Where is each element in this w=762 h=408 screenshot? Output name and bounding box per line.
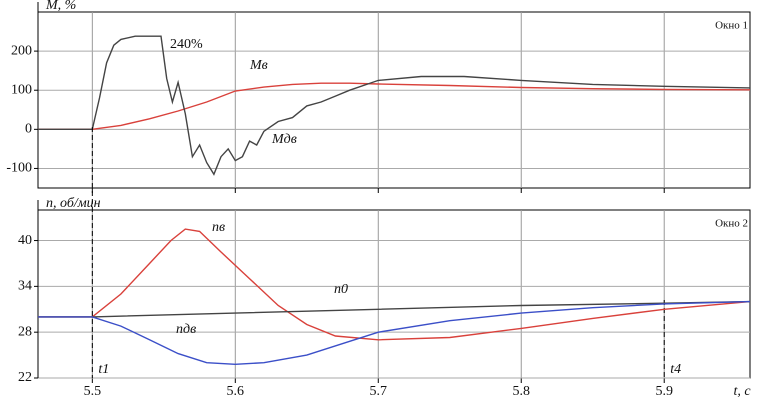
x-tick-label: 5.8 <box>512 384 530 399</box>
y-tick-label: 100 <box>11 82 32 97</box>
annotation: 240% <box>170 37 203 52</box>
x-axis-label: t, c <box>733 384 751 399</box>
x-tick-label: 5.7 <box>370 384 388 399</box>
series-label: Mдв <box>271 132 297 147</box>
marker-label: t1 <box>98 362 109 377</box>
series-label: n0 <box>334 282 348 297</box>
series-label: Mв <box>249 58 268 73</box>
y-tick-label: 200 <box>11 43 32 58</box>
window-title: Окно 2 <box>715 218 748 230</box>
plot-area <box>37 209 751 379</box>
x-tick-label: 5.6 <box>227 384 245 399</box>
marker-label: t4 <box>670 362 681 377</box>
x-tick-label: 5.9 <box>655 384 673 399</box>
y-tick-label: 40 <box>18 233 32 248</box>
x-tick-label: 5.5 <box>84 384 102 399</box>
series-line <box>38 35 751 176</box>
plot-area <box>37 11 751 189</box>
y-tick-label: 22 <box>18 370 32 385</box>
window-title: Окно 1 <box>715 20 748 32</box>
series-label: nдв <box>176 322 196 337</box>
y-tick-label: 34 <box>18 279 32 294</box>
y-axis-label: n, об/мин <box>46 196 101 211</box>
y-tick-label: 28 <box>18 324 32 339</box>
series-label: nв <box>212 220 225 235</box>
y-tick-label: -100 <box>6 161 32 176</box>
series-line <box>38 300 751 366</box>
series-line <box>38 82 751 130</box>
y-axis-label: M, % <box>45 0 76 13</box>
series-line <box>38 228 751 341</box>
y-tick-label: 0 <box>25 122 32 137</box>
